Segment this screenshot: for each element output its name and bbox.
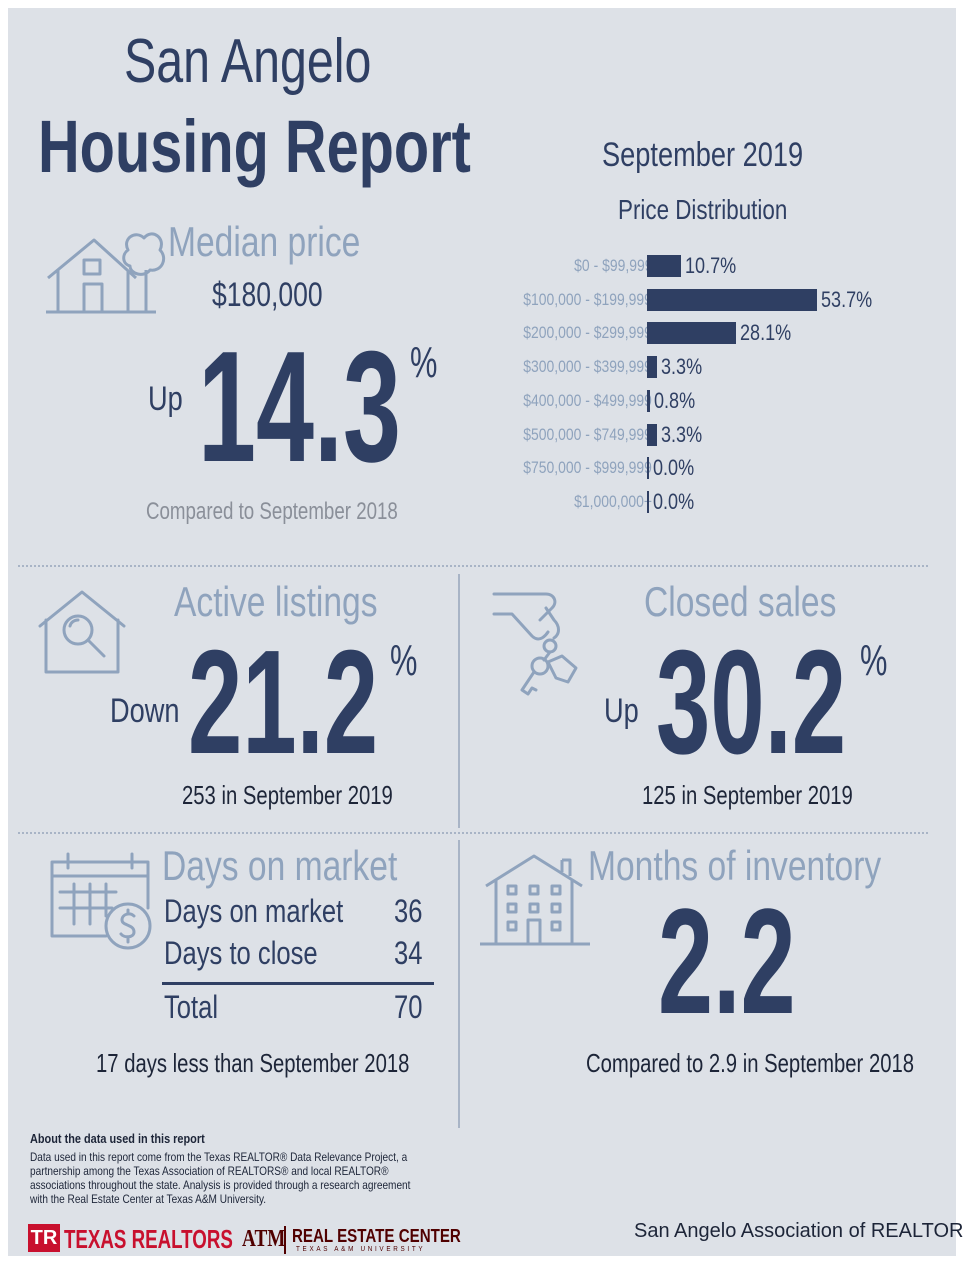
chart-value-label: 3.3% <box>661 354 703 380</box>
chart-bar <box>647 423 657 446</box>
chart-value-label: 53.7% <box>821 286 873 312</box>
months-inventory-value: 2.2 <box>658 877 796 1045</box>
median-change-value: 14.3 <box>198 319 401 495</box>
column-divider <box>458 574 460 828</box>
about-line: associations throughout the state. Analy… <box>30 1178 411 1192</box>
hand-keys-icon <box>492 592 578 696</box>
chart-value-label: 0.0% <box>653 488 695 514</box>
chart-category-label: $750,000 - $999,999 <box>523 458 652 478</box>
chart-bar <box>647 322 736 345</box>
about-heading: About the data used in this report <box>30 1131 205 1146</box>
chart-category-label: $300,000 - $399,999 <box>523 357 652 377</box>
median-change-unit: % <box>410 338 438 387</box>
dom-row-label: Days on market <box>164 893 344 929</box>
report-title-line2: Housing Report <box>38 105 471 188</box>
real-estate-center-logo: REAL ESTATE CENTER <box>292 1226 461 1246</box>
dom-row-value: 36 <box>394 893 423 929</box>
chart-category-label: $0 - $99,999 <box>573 256 652 275</box>
chart-category-label: $200,000 - $299,999 <box>523 323 652 343</box>
days-on-market-heading: Days on market <box>162 842 398 889</box>
chart-value-label: 28.1% <box>740 320 792 346</box>
active-sub-text: 253 in September 2019 <box>182 780 393 810</box>
logo-separator <box>284 1226 286 1254</box>
chart-bar <box>647 457 649 480</box>
real-estate-center-subtitle: TEXAS A&M UNIVERSITY <box>296 1246 426 1253</box>
months-inventory-heading: Months of inventory <box>588 842 882 889</box>
chart-bar <box>647 288 817 311</box>
chart-bar <box>647 389 650 412</box>
chart-category-label: $100,000 - $199,999 <box>523 289 652 309</box>
median-compare-text: Compared to September 2018 <box>146 498 398 525</box>
median-direction: Up <box>148 380 183 418</box>
about-line: with the Real Estate Center at Texas A&M… <box>30 1192 267 1206</box>
dtc-row-label: Days to close <box>164 935 318 971</box>
texas-realtors-logo-mark: TR <box>28 1224 60 1252</box>
chart-bar <box>647 356 657 379</box>
report-title-line1: San Angelo <box>124 27 372 96</box>
active-change-value: 21.2 <box>188 620 379 785</box>
about-line: partnership among the Texas Association … <box>30 1164 389 1178</box>
active-direction: Down <box>110 692 180 730</box>
chart-category-label: $1,000,000+ <box>574 491 652 511</box>
chart-bar <box>647 490 649 513</box>
atm-logo-mark: ATM <box>242 1226 286 1252</box>
closed-change-unit: % <box>860 636 888 685</box>
chart-value-label: 0.0% <box>653 455 695 481</box>
median-price-value: $180,000 <box>212 276 323 314</box>
inventory-sub-text: Compared to 2.9 in September 2018 <box>586 1048 915 1078</box>
house-tree-icon <box>46 232 166 314</box>
column-divider <box>458 840 460 1128</box>
dtc-row-value: 34 <box>394 935 423 971</box>
active-change-unit: % <box>390 636 418 685</box>
closed-sales-heading: Closed sales <box>644 578 837 625</box>
closed-sub-text: 125 in September 2019 <box>642 780 853 810</box>
association-name: San Angelo Association of REALTORS® <box>634 1220 964 1242</box>
texas-realtors-logo: TEXAS REALTORS <box>64 1224 233 1254</box>
median-price-heading: Median price <box>168 218 361 265</box>
about-line: Data used in this report come from the T… <box>30 1150 408 1164</box>
apartment-building-icon <box>480 854 590 946</box>
active-listings-heading: Active listings <box>174 578 378 625</box>
house-search-icon <box>38 590 126 674</box>
chart-bar <box>647 255 681 277</box>
dom-sub-text: 17 days less than September 2018 <box>96 1048 410 1078</box>
closed-change-value: 30.2 <box>656 620 847 785</box>
total-row-label: Total <box>164 989 219 1025</box>
report-sheet <box>8 8 956 1256</box>
chart-category-label: $500,000 - $749,999 <box>523 424 652 444</box>
chart-value-label: 3.3% <box>661 421 703 447</box>
chart-value-label: 10.7% <box>685 253 737 278</box>
report-period: September 2019 <box>602 136 804 174</box>
closed-direction: Up <box>604 692 639 730</box>
total-rule <box>162 982 434 985</box>
chart-value-label: 0.8% <box>654 387 696 413</box>
chart-title: Price Distribution <box>618 194 788 225</box>
section-divider <box>18 565 928 567</box>
section-divider <box>18 832 928 834</box>
chart-category-label: $400,000 - $499,999 <box>523 390 652 410</box>
calendar-dollar-icon <box>50 852 152 950</box>
total-row-value: 70 <box>394 989 423 1025</box>
